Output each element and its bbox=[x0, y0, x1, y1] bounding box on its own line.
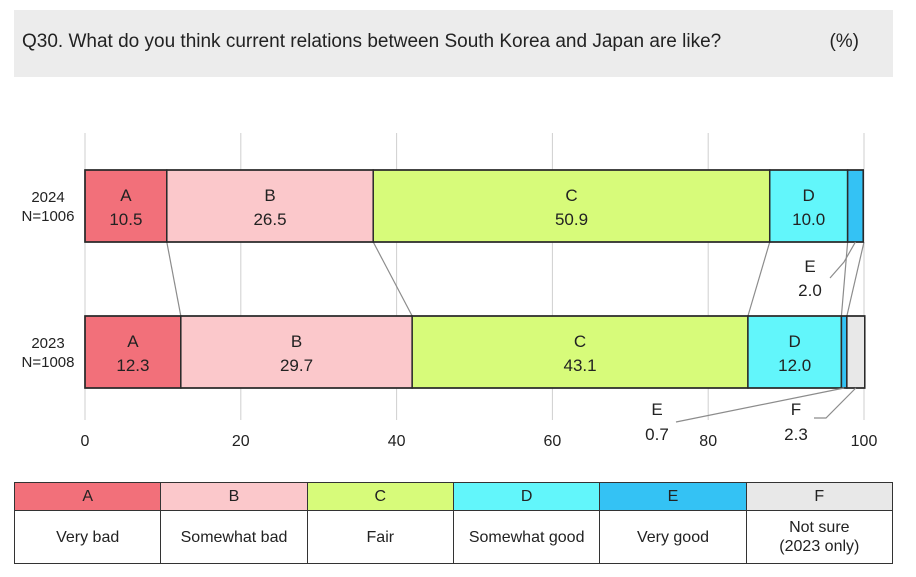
segment-key-label: A bbox=[120, 186, 132, 205]
legend-desc-d: Somewhat good bbox=[452, 510, 601, 564]
legend-desc-c: Fair bbox=[306, 510, 454, 564]
data-label: 12.0 bbox=[778, 356, 811, 375]
bar-outline bbox=[84, 169, 864, 243]
bar-segment-d bbox=[747, 315, 843, 389]
connector-line bbox=[372, 241, 413, 317]
connector-line bbox=[840, 241, 849, 317]
callout-line bbox=[675, 387, 845, 423]
data-label: 10.5 bbox=[109, 210, 142, 229]
connector-line bbox=[166, 241, 182, 317]
x-tick-label: 20 bbox=[232, 433, 250, 450]
segment-key-label: D bbox=[789, 332, 801, 351]
legend-desc-b: Somewhat bad bbox=[160, 510, 308, 564]
bar-segment-c bbox=[372, 169, 771, 243]
callout-data-label: 2.3 bbox=[784, 425, 808, 444]
unit-label: (%) bbox=[829, 31, 859, 52]
data-label: 29.7 bbox=[280, 356, 313, 375]
title-bar: Q30. What do you think current relations… bbox=[14, 10, 893, 77]
legend-desc-row: Very bad Somewhat bad Fair Somewhat good Ver… bbox=[13, 510, 894, 564]
legend-desc-a: Very bad bbox=[13, 510, 162, 564]
bar-segment-c bbox=[411, 315, 749, 389]
segment-key-label: D bbox=[803, 186, 815, 205]
callout-data-label: 0.7 bbox=[645, 425, 669, 444]
x-tick-label: 60 bbox=[544, 433, 562, 450]
bar-outline bbox=[84, 315, 866, 389]
bar-segment-e bbox=[840, 315, 848, 389]
callout-key-label: F bbox=[791, 400, 801, 419]
row-label-n: N=1008 bbox=[22, 354, 75, 371]
callout-line bbox=[829, 241, 856, 279]
segment-key-label: B bbox=[264, 186, 275, 205]
segment-key-label: B bbox=[291, 332, 302, 351]
data-label: 50.9 bbox=[555, 210, 588, 229]
callout-key-label: E bbox=[651, 400, 662, 419]
connector-line bbox=[747, 241, 771, 317]
x-tick-label: 40 bbox=[388, 433, 406, 450]
bar-segment-d bbox=[768, 169, 849, 243]
chart-title: Q30. What do you think current relations… bbox=[22, 31, 722, 52]
bar-segment-a bbox=[84, 315, 182, 389]
legend-key-e: E bbox=[599, 482, 747, 511]
data-label: 26.5 bbox=[253, 210, 286, 229]
stacked-bar-chart: A 10.5 B 26.5 C 50.9 D 10.0 2024 N=1006 A 12.3 B 29.7… bbox=[22, 133, 878, 450]
segment-key-label: A bbox=[127, 332, 139, 351]
row-label-n: N=1006 bbox=[22, 208, 75, 225]
bar-segment-b bbox=[180, 315, 413, 389]
data-label: 43.1 bbox=[564, 356, 597, 375]
segment-key-label: C bbox=[565, 186, 577, 205]
bar-segment-e bbox=[846, 169, 864, 243]
callout-line bbox=[814, 387, 857, 419]
legend-key-c: C bbox=[306, 482, 454, 511]
bar-segment-a bbox=[84, 169, 168, 243]
x-tick-label: 0 bbox=[81, 433, 90, 450]
segment-key-label: C bbox=[574, 332, 586, 351]
legend-desc-f: Not sure (2023 only) bbox=[745, 510, 894, 564]
connector-line bbox=[846, 241, 865, 317]
legend-desc-e: Very good bbox=[599, 510, 747, 564]
x-tick-label: 100 bbox=[851, 433, 878, 450]
data-label: 12.3 bbox=[116, 356, 149, 375]
legend-key-b: B bbox=[160, 482, 308, 511]
row-label-year: 2024 bbox=[31, 189, 64, 206]
callout-data-label: 2.0 bbox=[798, 281, 822, 300]
x-tick-label: 80 bbox=[699, 433, 717, 450]
bar-segment-b bbox=[166, 169, 374, 243]
legend-key-a: A bbox=[13, 482, 162, 511]
data-label: 10.0 bbox=[792, 210, 825, 229]
callout-key-label: E bbox=[804, 257, 815, 276]
legend-key-d: D bbox=[452, 482, 601, 511]
bar-segment-f bbox=[846, 315, 866, 389]
row-label-year: 2023 bbox=[31, 335, 64, 352]
legend-key-f: F bbox=[745, 482, 894, 511]
